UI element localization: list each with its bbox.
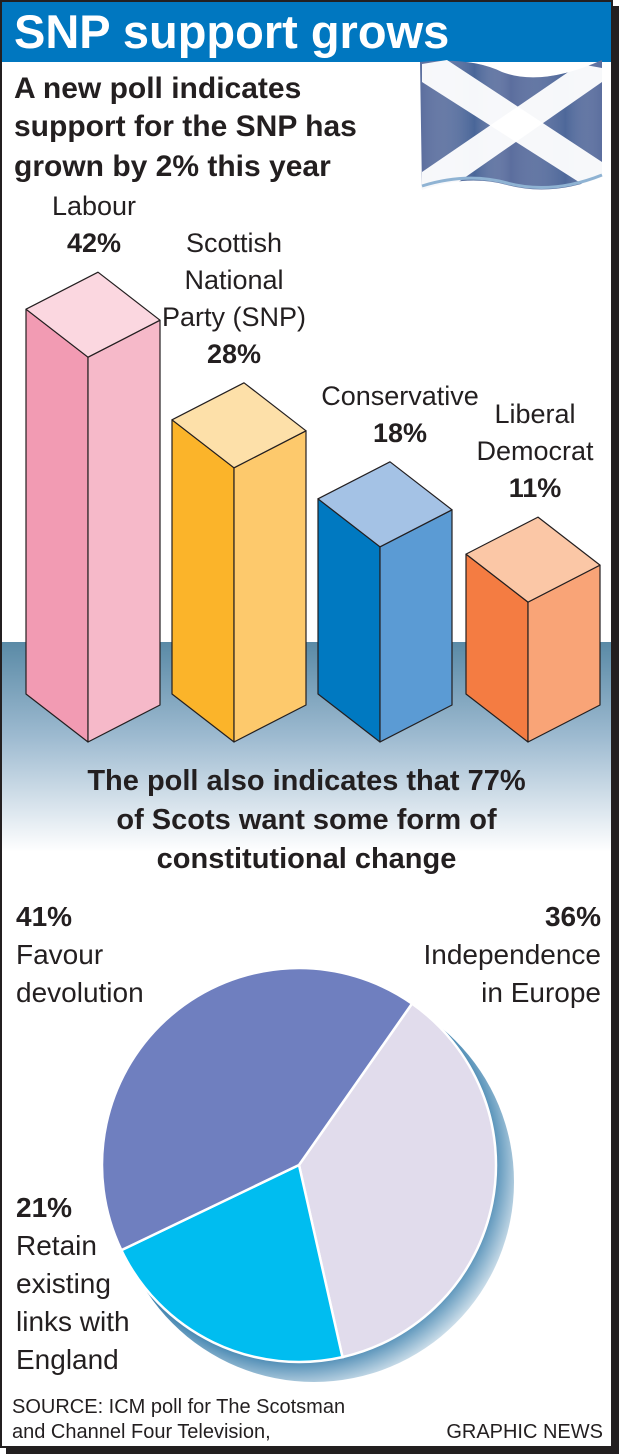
bar-side-face <box>87 319 161 743</box>
bar-label: Conservative 18% <box>321 378 479 452</box>
bar-side-face <box>379 509 453 743</box>
bar-category-label: Scottish <box>185 227 283 258</box>
bar-1 <box>171 382 307 743</box>
bar-value-label: 42% <box>66 228 122 259</box>
pie-value-label: 21% <box>16 1192 73 1223</box>
page-title: SNP support grows <box>14 5 450 58</box>
source-note: SOURCE: ICM poll for The Scotsman and Ch… <box>12 1395 345 1445</box>
pie-label-line: devolution <box>16 977 144 1008</box>
header-bar: SNP support grows <box>2 2 611 62</box>
pie-label-line: existing <box>16 1268 111 1299</box>
bar-category-label: Democrat <box>476 436 594 467</box>
bar-category-label: Liberal <box>494 399 576 430</box>
middle-text: The poll also indicates that 77% of Scot… <box>2 762 611 879</box>
pie-label-line: Independence <box>423 939 601 970</box>
bar-value-label: 18% <box>372 417 428 448</box>
subtitle-line: A new poll indicates <box>14 72 302 105</box>
bar-2 <box>317 461 453 743</box>
bar-0 <box>25 271 161 743</box>
pie-label-independence: 36% Independence in Europe <box>423 898 601 1012</box>
middle-text-line: constitutional change <box>156 843 457 875</box>
pie-value-label: 41% <box>16 901 73 932</box>
pie-label-line: England <box>16 1344 119 1375</box>
credit: GRAPHIC NEWS <box>446 1421 603 1443</box>
bar-front-face <box>171 419 235 743</box>
pie-label-retain: 21% Retain existing links with England <box>16 1189 130 1379</box>
middle-text-line: of Scots want some form of <box>116 804 497 836</box>
subtitle-line: grown by 2% this year <box>14 150 331 183</box>
bar-category-label: Labour <box>51 191 137 222</box>
bar-value-label: 11% <box>508 473 562 504</box>
pie-slice <box>297 1001 498 1359</box>
source-line: SOURCE: ICM poll for The Scotsman <box>12 1396 346 1418</box>
subtitle-line: support for the SNP has <box>14 110 357 143</box>
bar-label: Labour 42% <box>52 188 136 262</box>
pie-label-devolution: 41% Favour devolution <box>16 898 144 1012</box>
scottish-flag-icon <box>420 60 603 190</box>
bar-label: Liberal Democrat 11% <box>476 396 593 507</box>
pie-label-line: links with <box>16 1306 130 1337</box>
pie-slice <box>100 966 414 1252</box>
bar-category-label: National <box>184 264 284 295</box>
pie-label-line: in Europe <box>481 977 601 1008</box>
bar-side-face <box>233 430 307 743</box>
bar-top-face <box>25 271 161 358</box>
chart-canvas <box>2 60 611 1382</box>
bar-top-face <box>317 461 453 548</box>
bar-top-face <box>465 516 601 603</box>
bar-top-face <box>171 382 307 469</box>
bar-label: Scottish National Party (SNP) 28% <box>162 225 306 373</box>
bar-category-label: Conservative <box>321 380 479 411</box>
bar-front-face <box>25 308 89 743</box>
bar-value-label: 28% <box>206 338 262 369</box>
pie-slice <box>119 1163 344 1364</box>
pie-value-label: 36% <box>544 901 601 932</box>
source-line: and Channel Four Television, <box>12 1421 271 1443</box>
pie-label-line: Favour <box>16 939 104 970</box>
bar-3 <box>465 516 601 743</box>
pie-label-line: Retain <box>16 1230 97 1261</box>
bar-category-label: Party (SNP) <box>161 301 307 332</box>
middle-text-line: The poll also indicates that 77% <box>87 765 526 797</box>
